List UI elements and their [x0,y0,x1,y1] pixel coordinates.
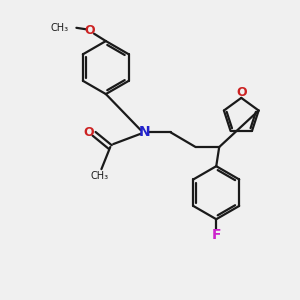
Text: O: O [236,86,247,99]
Text: CH₃: CH₃ [51,23,69,33]
Text: O: O [84,24,95,37]
Text: CH₃: CH₃ [91,171,109,181]
Text: F: F [212,227,221,242]
Text: O: O [83,126,94,139]
Text: N: N [138,125,150,139]
